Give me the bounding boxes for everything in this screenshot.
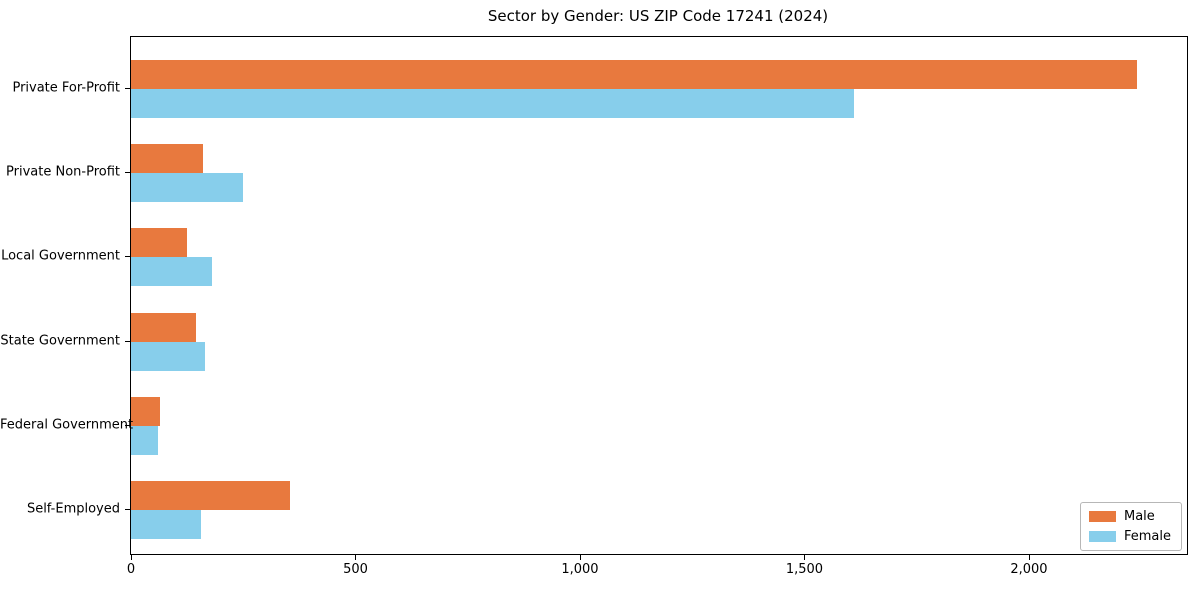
bar-self-employed-male: [131, 481, 291, 511]
chart-title: Sector by Gender: US ZIP Code 17241 (202…: [487, 7, 829, 25]
x-tick-mark-500: [355, 555, 357, 560]
legend-label-female: Female: [1123, 529, 1171, 544]
y-tick-mark-self-employed: [125, 509, 130, 511]
bar-self-employed-female: [131, 510, 201, 540]
x-tick-label-2,000: 2,000: [1010, 562, 1048, 577]
y-tick-mark-local-government: [125, 256, 130, 258]
legend-item-male: Male: [1088, 509, 1171, 524]
bar-federal-government-female: [131, 425, 158, 455]
y-tick-mark-state-government: [125, 340, 130, 342]
x-tick-label-1,000: 1,000: [561, 562, 599, 577]
bar-state-government-male: [131, 312, 197, 342]
x-tick-label-1,500: 1,500: [785, 562, 824, 577]
legend-label-male: Male: [1123, 509, 1155, 524]
x-tick-mark-2,000: [1028, 555, 1030, 560]
legend-item-female: Female: [1088, 529, 1171, 544]
bar-federal-government-male: [131, 396, 161, 426]
bar-local-government-female: [131, 257, 212, 287]
y-tick-mark-private-for-profit: [125, 87, 130, 89]
x-tick-mark-0: [131, 555, 132, 560]
y-tick-label-local-government: Local Government: [1, 248, 120, 264]
bar-private-for-profit-male: [131, 59, 1137, 89]
y-tick-label-private-for-profit: Private For-Profit: [12, 80, 120, 96]
y-tick-label-private-non-profit: Private Non-Profit: [6, 164, 120, 180]
y-tick-mark-federal-government: [125, 424, 130, 426]
y-tick-label-self-employed: Self-Employed: [26, 501, 120, 517]
plot-area: Male Female: [130, 36, 1188, 555]
x-tick-label-500: 500: [343, 562, 368, 577]
legend-swatch-female-icon: [1088, 531, 1116, 542]
x-tick-mark-1,000: [579, 555, 581, 560]
bar-state-government-female: [131, 341, 206, 371]
y-tick-label-state-government: State Government: [0, 333, 120, 348]
y-tick-mark-private-non-profit: [125, 171, 130, 173]
x-tick-label-0: 0: [126, 562, 136, 577]
bar-private-non-profit-male: [131, 143, 203, 173]
legend-swatch-male-icon: [1088, 511, 1116, 522]
x-tick-mark-1,500: [804, 555, 806, 560]
bar-local-government-male: [131, 228, 188, 258]
y-tick-label-federal-government: Federal Government: [0, 417, 134, 433]
bar-private-for-profit-female: [131, 88, 854, 118]
bar-private-non-profit-female: [131, 172, 244, 202]
legend: Male Female: [1079, 502, 1182, 551]
